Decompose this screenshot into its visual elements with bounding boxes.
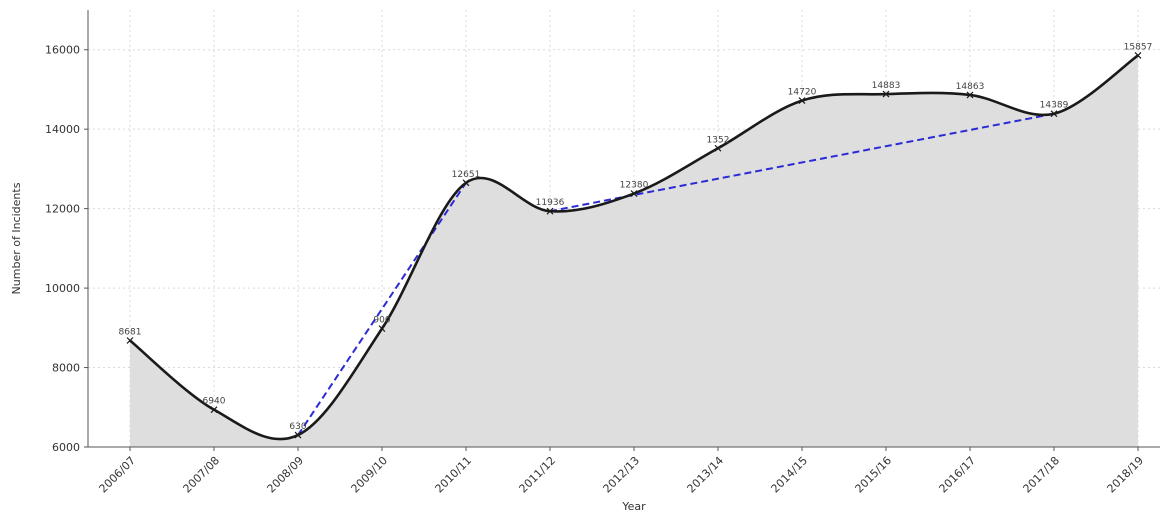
data-point-marker bbox=[714, 144, 722, 152]
x-tick-label: 2014/15 bbox=[769, 454, 811, 496]
x-tick-label: 2010/11 bbox=[433, 454, 475, 496]
x-tick-label: 2015/16 bbox=[853, 454, 895, 496]
data-label: 8681 bbox=[119, 327, 142, 337]
data-point-marker bbox=[126, 337, 134, 344]
data-label: 15857 bbox=[1124, 42, 1153, 52]
trend-line-1 bbox=[297, 182, 467, 436]
data-point-marker bbox=[1134, 51, 1142, 59]
data-label: 900 bbox=[373, 316, 390, 326]
y-tick-label: 10000 bbox=[45, 282, 80, 295]
x-tick-label: 2009/10 bbox=[349, 454, 391, 496]
data-point-marker bbox=[378, 325, 386, 333]
y-tick-label: 6000 bbox=[52, 441, 80, 454]
x-tick-label: 2018/19 bbox=[1105, 454, 1147, 496]
trend-layer bbox=[297, 112, 1055, 436]
y-tick-label: 16000 bbox=[45, 44, 80, 57]
label-layer: 8681 6940 630 900 12651 11936 12380 1352 14720 14… bbox=[119, 42, 1153, 432]
x-tick-label: 2012/13 bbox=[601, 454, 643, 496]
data-point-marker bbox=[1050, 110, 1058, 118]
data-point-marker bbox=[546, 207, 554, 215]
y-axis-title: Number of Incidents bbox=[10, 182, 23, 294]
data-point-marker bbox=[798, 97, 806, 105]
x-tick-label: 2011/12 bbox=[517, 454, 559, 496]
data-label: 12651 bbox=[452, 170, 481, 180]
data-point-marker bbox=[210, 406, 218, 414]
data-point-marker bbox=[294, 431, 302, 439]
x-tick-label: 2008/09 bbox=[265, 454, 307, 496]
area-fill bbox=[130, 55, 1138, 448]
data-point-marker bbox=[630, 190, 638, 197]
data-point-marker bbox=[882, 90, 890, 98]
y-tick-label: 14000 bbox=[45, 123, 80, 136]
y-tick-label: 12000 bbox=[45, 203, 80, 216]
data-label: 14863 bbox=[956, 82, 985, 92]
x-tick-label: 2007/08 bbox=[181, 454, 223, 496]
x-axis-title: Year bbox=[621, 500, 646, 513]
x-tick-label: 2017/18 bbox=[1021, 454, 1063, 496]
data-point-marker bbox=[966, 91, 974, 99]
x-tick-label: 2006/07 bbox=[97, 454, 139, 496]
data-point-marker bbox=[462, 179, 470, 187]
area-layer bbox=[130, 55, 1138, 448]
data-label: 630 bbox=[289, 422, 306, 432]
data-label: 14883 bbox=[872, 81, 901, 91]
y-tick-label: 8000 bbox=[52, 362, 80, 375]
x-tick-label: 2016/17 bbox=[937, 454, 979, 496]
trend-line-2 bbox=[549, 112, 1055, 213]
data-label: 14720 bbox=[788, 88, 817, 98]
data-label: 6940 bbox=[203, 397, 226, 407]
marker-layer bbox=[126, 51, 1142, 439]
data-label: 11936 bbox=[536, 198, 565, 208]
data-label: 14389 bbox=[1040, 101, 1069, 111]
x-tick-label: 2013/14 bbox=[685, 454, 727, 496]
data-label: 12380 bbox=[620, 181, 649, 191]
data-label: 1352 bbox=[707, 135, 730, 145]
